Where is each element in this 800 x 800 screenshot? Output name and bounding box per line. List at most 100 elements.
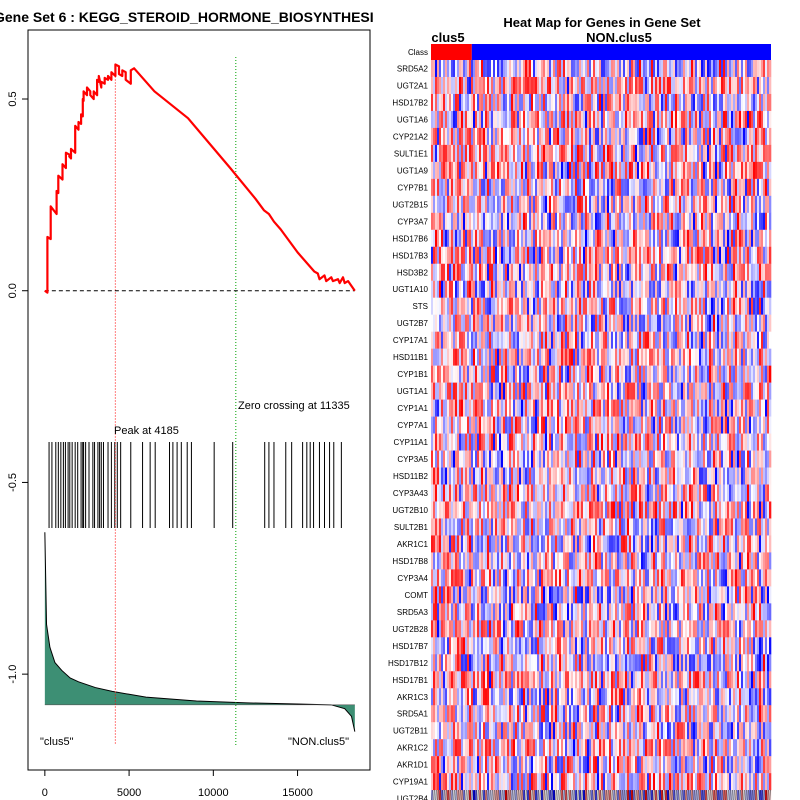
heatmap-cell bbox=[573, 365, 576, 383]
heatmap-cell bbox=[547, 127, 550, 146]
heatmap-cell bbox=[655, 365, 658, 383]
heatmap-cell bbox=[679, 212, 682, 230]
heatmap-cell bbox=[469, 178, 472, 197]
heatmap-cell bbox=[539, 246, 542, 264]
heatmap-cell bbox=[543, 127, 546, 146]
heatmap-cell bbox=[475, 144, 478, 163]
heatmap-cell bbox=[433, 450, 436, 468]
heatmap-cell bbox=[745, 314, 748, 332]
heatmap-cell bbox=[435, 365, 438, 383]
heatmap-cell bbox=[545, 450, 548, 468]
heatmap-cell bbox=[555, 382, 558, 400]
heatmap-cell bbox=[541, 484, 544, 502]
heatmap-cell bbox=[465, 93, 468, 112]
heatmap-cell bbox=[621, 144, 624, 163]
heatmap-cell bbox=[751, 246, 754, 264]
heatmap-cell bbox=[711, 399, 714, 417]
heatmap-cell bbox=[615, 246, 618, 264]
heatmap-cell bbox=[727, 161, 730, 180]
heatmap-cell bbox=[709, 263, 712, 281]
heatmap-cell bbox=[697, 433, 700, 451]
heatmap-cell bbox=[719, 212, 722, 230]
heatmap-cell bbox=[521, 263, 524, 281]
heatmap-cell bbox=[687, 212, 690, 230]
heatmap-cell bbox=[539, 195, 542, 214]
heatmap-cell bbox=[565, 212, 568, 230]
heatmap-cell bbox=[659, 229, 662, 247]
heatmap-cell bbox=[503, 348, 506, 366]
heatmap-cell bbox=[501, 280, 504, 298]
heatmap-cell bbox=[601, 535, 604, 553]
heatmap-cell bbox=[713, 93, 716, 112]
heatmap-cell bbox=[573, 314, 576, 332]
heatmap-cell bbox=[499, 127, 502, 146]
heatmap-cell bbox=[471, 450, 474, 468]
heatmap-cell bbox=[567, 535, 570, 553]
heatmap-cell bbox=[583, 110, 586, 129]
heatmap-cell bbox=[581, 144, 584, 163]
heatmap-cell bbox=[711, 331, 714, 349]
heatmap-cell bbox=[449, 229, 452, 247]
heatmap-cell bbox=[543, 178, 546, 197]
heatmap-cell bbox=[459, 161, 462, 180]
heatmap-cell bbox=[615, 110, 618, 129]
heatmap-cell bbox=[545, 399, 548, 417]
heatmap-cell bbox=[715, 331, 718, 349]
heatmap-cell bbox=[703, 195, 706, 214]
heatmap-cell bbox=[697, 484, 700, 502]
heatmap-cell bbox=[521, 467, 524, 485]
heatmap-cell bbox=[733, 127, 736, 146]
heatmap-cell bbox=[539, 348, 542, 366]
heatmap-cell bbox=[741, 60, 744, 78]
heatmap-cell bbox=[569, 450, 572, 468]
heatmap-cell bbox=[589, 450, 592, 468]
heatmap-cell bbox=[753, 144, 756, 163]
heatmap-cell bbox=[453, 60, 456, 78]
heatmap-cell bbox=[679, 144, 682, 163]
heatmap-cell bbox=[467, 263, 470, 281]
heatmap-cell bbox=[457, 501, 460, 519]
heatmap-cell bbox=[435, 348, 438, 366]
heatmap-cell bbox=[443, 76, 446, 95]
heatmap-cell bbox=[751, 450, 754, 468]
heatmap-cell bbox=[493, 535, 496, 553]
heatmap-cell bbox=[699, 110, 702, 129]
heatmap-cell bbox=[689, 484, 692, 502]
heatmap-cell bbox=[723, 246, 726, 264]
heatmap-cell bbox=[603, 76, 606, 95]
heatmap-cell bbox=[551, 144, 554, 163]
heatmap-cell bbox=[539, 501, 542, 519]
heatmap-cell bbox=[549, 127, 552, 146]
heatmap-cell bbox=[641, 212, 644, 230]
heatmap-cell bbox=[523, 127, 526, 146]
heatmap-cell bbox=[549, 93, 552, 112]
heatmap-cell bbox=[513, 501, 516, 519]
heatmap-cell bbox=[665, 365, 668, 383]
heatmap-cell bbox=[509, 93, 512, 112]
heatmap-cell bbox=[507, 399, 510, 417]
heatmap-cell bbox=[545, 365, 548, 383]
heatmap-cell bbox=[489, 331, 492, 349]
heatmap-cell bbox=[639, 60, 642, 78]
heatmap-cell bbox=[553, 280, 556, 298]
heatmap-cell bbox=[615, 314, 618, 332]
heatmap-cell bbox=[599, 314, 602, 332]
heatmap-cell bbox=[545, 331, 548, 349]
heatmap-cell bbox=[703, 178, 706, 197]
heatmap-cell bbox=[721, 263, 724, 281]
heatmap-cell bbox=[607, 93, 610, 112]
heatmap-cell bbox=[609, 144, 612, 163]
heatmap-cell bbox=[725, 93, 728, 112]
heatmap-cell bbox=[559, 195, 562, 214]
heatmap-cell bbox=[691, 433, 694, 451]
heatmap-cell bbox=[445, 433, 448, 451]
heatmap-cell bbox=[639, 297, 642, 315]
heatmap-cell bbox=[577, 246, 580, 264]
heatmap-cell bbox=[633, 297, 636, 315]
heatmap-cell bbox=[657, 518, 660, 536]
heatmap-cell bbox=[443, 501, 446, 519]
heatmap-cell bbox=[555, 535, 558, 553]
heatmap-cell bbox=[583, 433, 586, 451]
heatmap-cell bbox=[671, 178, 674, 197]
heatmap-cell bbox=[577, 314, 580, 332]
